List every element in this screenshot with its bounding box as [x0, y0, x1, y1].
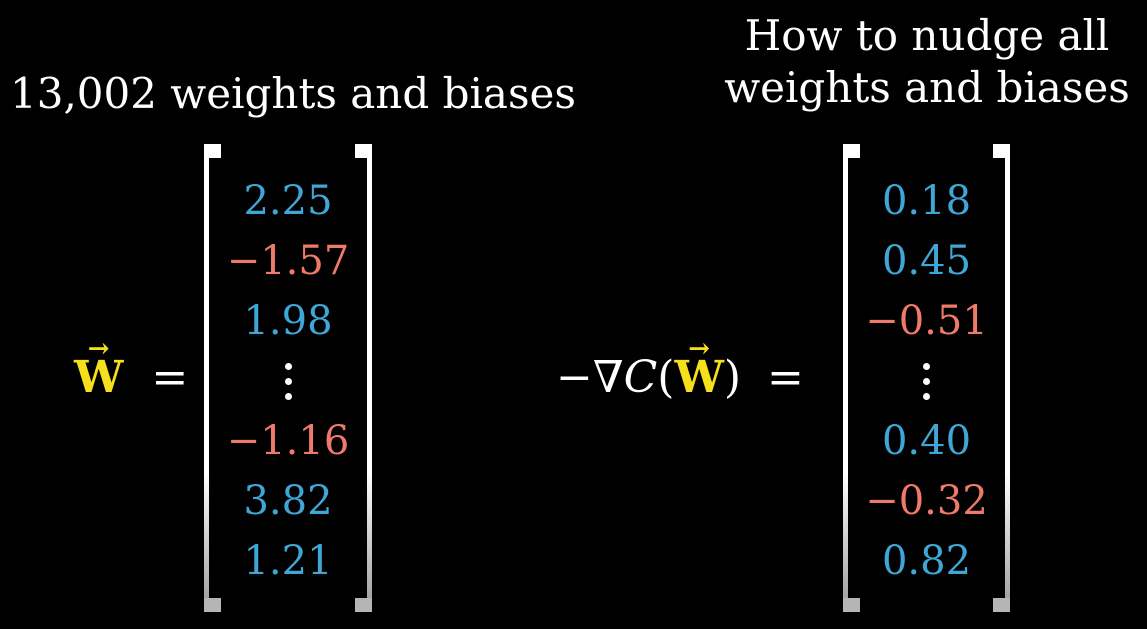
- gradient-entry: 0.82: [881, 538, 972, 584]
- ellipsis-dot: [923, 392, 930, 400]
- vector-arrow-icon: →: [688, 334, 711, 364]
- close-paren: ): [723, 352, 742, 403]
- gradient-entry: 0.18: [881, 178, 972, 224]
- gradient-entry: 0.40: [881, 418, 972, 464]
- weights-entry: 1.98: [243, 298, 333, 344]
- weights-title: 13,002 weights and biases: [10, 69, 576, 118]
- weights-entry: −1.16: [226, 418, 350, 464]
- right-equation-lhs: −∇C(→ W) =: [556, 334, 804, 403]
- ellipsis-dot: [923, 377, 930, 385]
- gradient-entry: −0.32: [865, 478, 988, 524]
- weights-vertical-ellipsis: [284, 351, 292, 411]
- gradient-weights-symbol: → W: [674, 334, 724, 403]
- left-equals-sign: =: [151, 352, 189, 403]
- right-close-bracket: [993, 144, 1010, 612]
- weights-entry: 3.82: [243, 478, 333, 524]
- nudge-title: How to nudge all weights and biases: [712, 10, 1142, 114]
- ellipsis-dot: [923, 362, 930, 370]
- nudge-title-line2: weights and biases: [724, 63, 1130, 112]
- left-close-bracket: [355, 144, 372, 612]
- gradient-entry: −0.51: [865, 298, 988, 344]
- gradient-vector: 0.18 0.45 −0.51 0.40 −0.32 0.82: [860, 171, 993, 591]
- right-equals-sign: =: [767, 352, 804, 403]
- gradient-vertical-ellipsis: [923, 351, 930, 411]
- weights-entry: 2.25: [243, 178, 333, 224]
- left-open-bracket: [204, 144, 221, 612]
- right-open-bracket: [843, 144, 860, 612]
- open-paren: (: [657, 352, 675, 403]
- weights-vector-symbol: → W: [74, 334, 124, 403]
- ellipsis-dot: [284, 362, 292, 370]
- ellipsis-dot: [284, 392, 292, 400]
- weights-entry: 1.21: [243, 538, 333, 584]
- left-equation-lhs: → W =: [74, 334, 189, 403]
- negative-gradient-operator: −∇: [556, 352, 624, 403]
- weights-vector: 2.25 −1.57 1.98 −1.16 3.82 1.21: [221, 171, 355, 591]
- nudge-title-line1: How to nudge all: [744, 11, 1110, 60]
- ellipsis-dot: [284, 377, 292, 385]
- cost-function-symbol: C: [623, 352, 658, 403]
- gradient-entry: 0.45: [881, 238, 972, 284]
- vector-arrow-icon: →: [87, 334, 110, 364]
- weights-entry: −1.57: [226, 238, 350, 284]
